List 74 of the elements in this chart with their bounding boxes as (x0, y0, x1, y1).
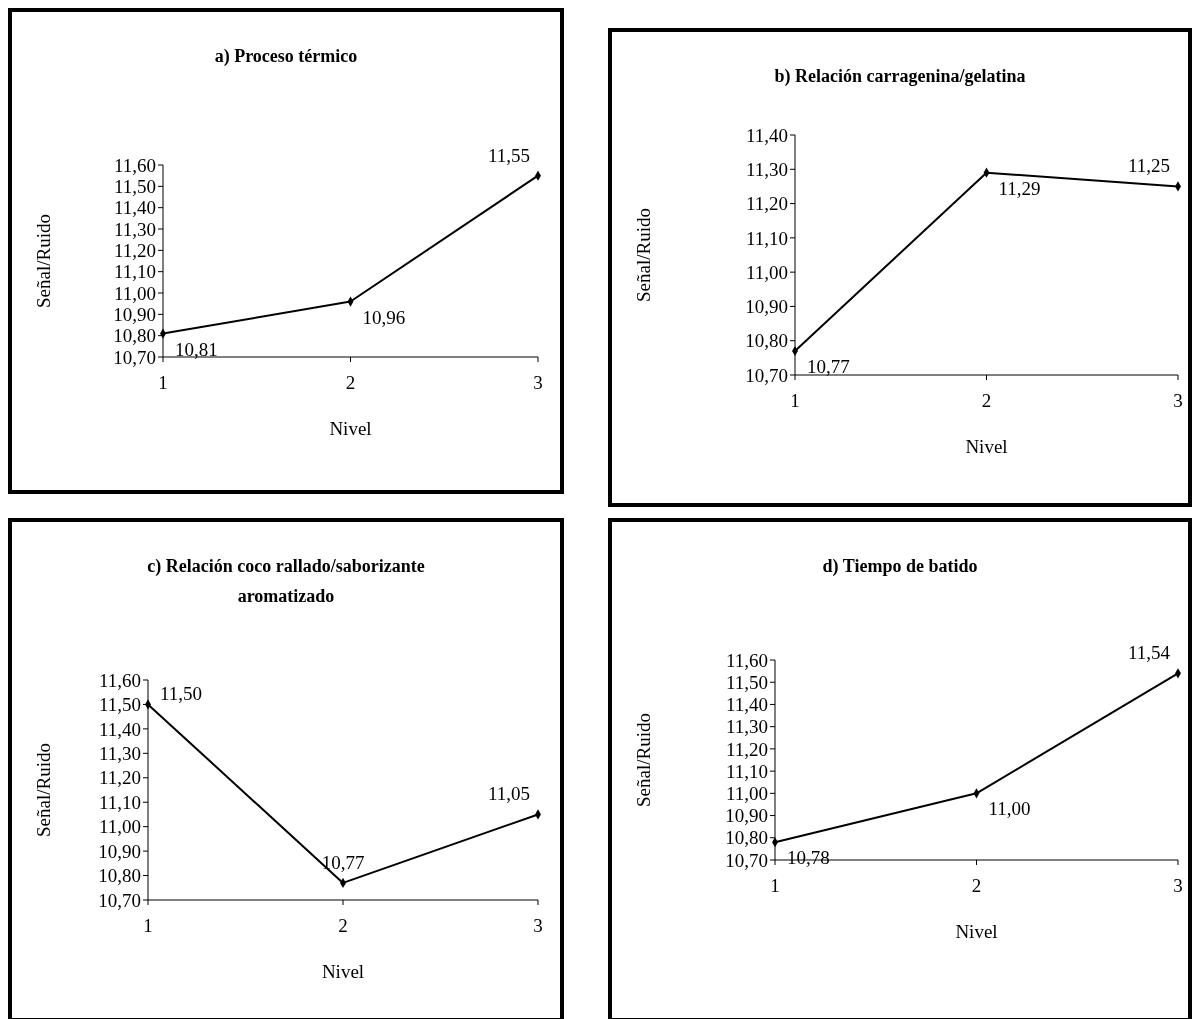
data-label: 10,78 (787, 847, 830, 869)
y-tick-label: 11,30 (98, 742, 141, 764)
y-axis-title: Señal/Ruido (33, 214, 54, 308)
x-tick-label: 3 (533, 915, 543, 936)
y-tick-label: 11,00 (745, 261, 788, 283)
y-tick-label: 11,60 (98, 669, 141, 691)
chart-title: b) Relación carragenina/gelatina (774, 66, 1026, 87)
y-tick-label: 10,80 (745, 330, 788, 352)
data-label: 11,29 (998, 177, 1041, 199)
y-tick-label: 11,50 (98, 694, 141, 716)
x-tick-label: 2 (981, 390, 992, 411)
data-label: 10,96 (362, 306, 406, 328)
x-axis-title: Nivel (329, 418, 372, 439)
x-tick-label: 1 (770, 875, 780, 896)
y-tick-label: 11,60 (113, 154, 156, 176)
x-tick-label: 1 (143, 915, 153, 936)
y-tick-label: 11,20 (113, 239, 156, 261)
y-axis-title: Señal/Ruido (633, 208, 654, 302)
y-tick-label: 11,20 (725, 738, 768, 760)
data-label: 11,25 (1127, 155, 1170, 177)
x-tick-label: 1 (790, 390, 800, 411)
y-tick-label: 10,70 (745, 364, 788, 386)
y-tick-label: 11,40 (113, 197, 156, 219)
y-tick-label: 10,90 (745, 296, 788, 318)
x-axis-title: Nivel (955, 921, 998, 942)
y-tick-label: 11,40 (745, 124, 788, 146)
x-tick-label: 1 (158, 372, 168, 393)
y-tick-label: 11,10 (725, 760, 768, 782)
y-tick-label: 11,00 (725, 782, 768, 804)
y-axis-title: Señal/Ruido (33, 743, 54, 837)
chart-title: a) Proceso térmico (214, 46, 358, 67)
data-label: 10,81 (175, 338, 218, 360)
x-tick-label: 2 (338, 915, 348, 936)
y-tick-label: 11,20 (745, 193, 788, 215)
y-tick-label: 10,70 (113, 346, 156, 368)
x-axis-title: Nivel (965, 436, 1008, 457)
y-tick-label: 11,00 (113, 282, 156, 304)
y-tick-label: 11,10 (113, 261, 156, 283)
x-tick-label: 3 (533, 372, 543, 393)
y-tick-label: 11,10 (745, 227, 788, 249)
chart-title: d) Tiempo de batido (822, 556, 978, 577)
y-tick-label: 11,30 (725, 716, 768, 738)
x-axis-title: Nivel (321, 961, 365, 982)
y-tick-label: 10,80 (98, 865, 141, 887)
data-label: 11,54 (1127, 642, 1171, 664)
data-label: 10,77 (807, 356, 850, 377)
y-tick-label: 11,20 (98, 767, 141, 789)
y-tick-label: 11,50 (725, 671, 768, 693)
x-tick-label: 2 (345, 372, 356, 393)
y-tick-label: 10,90 (98, 840, 141, 862)
y-tick-label: 10,80 (113, 325, 156, 347)
y-tick-label: 11,40 (725, 694, 768, 716)
data-label: 10,77 (321, 851, 365, 873)
data-label: 11,55 (487, 144, 530, 166)
data-label: 11,00 (988, 798, 1031, 820)
x-tick-label: 2 (971, 875, 982, 896)
y-tick-label: 11,00 (98, 816, 141, 838)
y-tick-label: 10,90 (725, 805, 768, 827)
x-tick-label: 3 (1173, 875, 1183, 896)
y-tick-label: 11,30 (113, 218, 156, 240)
chart-title: c) Relación coco rallado/saborizante aromatizado (147, 556, 425, 606)
y-tick-label: 10,80 (725, 827, 768, 849)
y-tick-label: 11,60 (725, 649, 768, 671)
y-tick-label: 10,70 (725, 849, 768, 871)
data-label: 11,50 (160, 683, 203, 705)
y-tick-label: 11,40 (98, 718, 141, 740)
y-tick-label: 11,30 (745, 158, 788, 180)
y-axis-title: Señal/Ruido (633, 713, 654, 807)
y-tick-label: 10,90 (113, 303, 156, 325)
y-tick-label: 10,70 (98, 889, 141, 911)
y-tick-label: 11,10 (98, 791, 141, 813)
data-label: 11,05 (487, 783, 530, 805)
x-tick-label: 3 (1173, 390, 1183, 411)
y-tick-label: 11,50 (113, 175, 156, 197)
